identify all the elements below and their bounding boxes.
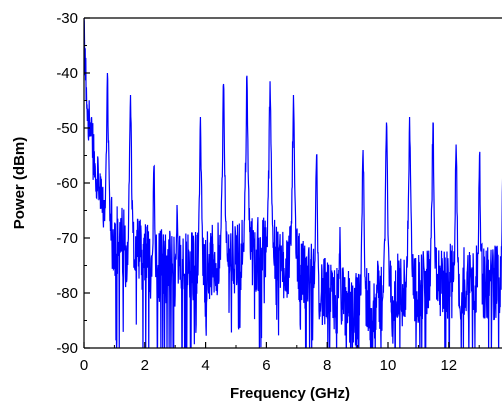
x-tick-label: 4 [201, 357, 209, 374]
x-tick-label: 8 [323, 357, 331, 374]
x-tick-label: 12 [440, 357, 457, 374]
x-tick-label: 0 [80, 357, 88, 374]
y-tick-label: -30 [56, 10, 78, 27]
x-tick-label: 6 [262, 357, 270, 374]
y-axis-title: Power (dBm) [11, 137, 28, 230]
y-tick-label: -50 [56, 120, 78, 137]
y-tick-label: -90 [56, 340, 78, 357]
series-layer [84, 18, 502, 348]
y-tick-label: -70 [56, 230, 78, 247]
y-tick-label: -40 [56, 65, 78, 82]
x-axis-title: Frequency (GHz) [230, 385, 350, 402]
x-tick-label: 2 [141, 357, 149, 374]
x-tick-label: 10 [380, 357, 397, 374]
peak-markers [83, 17, 481, 228]
x-axis-ticks: 0 2 4 6 8 10 12 [80, 342, 480, 374]
spectrum-line [84, 18, 502, 348]
y-tick-label: -80 [56, 285, 78, 302]
y-tick-label: -60 [56, 175, 78, 192]
y-axis-ticks: -30 -40 -50 -60 -70 -80 -90 [56, 10, 90, 357]
